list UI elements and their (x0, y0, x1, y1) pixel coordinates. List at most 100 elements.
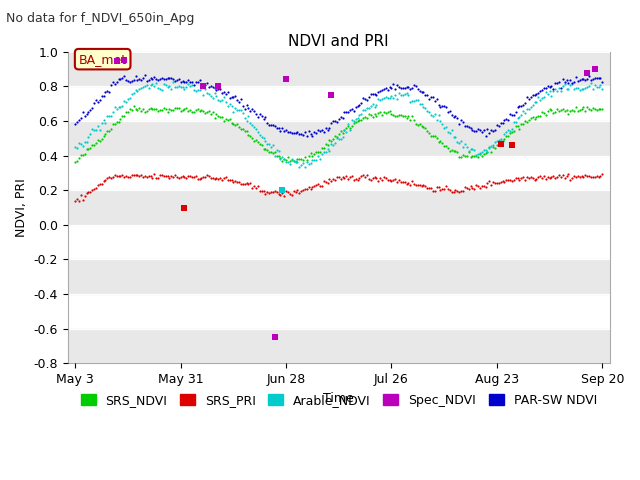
Point (371, 174, 381, 181)
Point (541, 111, 551, 119)
Point (170, 77, 180, 84)
Point (330, 176, 340, 184)
Point (305, 149, 316, 156)
Point (161, 105, 171, 112)
Point (493, 138, 504, 145)
Point (134, 172, 145, 180)
Point (554, 78, 564, 85)
Point (205, 174, 216, 181)
Point (179, 85, 189, 93)
Point (117, 102, 127, 110)
Point (584, 83, 594, 90)
Point (443, 185, 453, 192)
Point (379, 108, 389, 116)
Point (513, 114, 523, 122)
Point (396, 178, 406, 185)
Point (545, 83, 555, 90)
Point (72, 144, 83, 152)
Point (275, 154, 285, 162)
Point (505, 176, 515, 184)
Point (255, 140, 265, 147)
Point (573, 84, 583, 92)
Point (131, 72, 141, 80)
Point (529, 176, 540, 183)
Point (345, 173, 355, 181)
Point (328, 141, 339, 148)
Point (484, 129, 495, 137)
Point (439, 142, 449, 150)
Point (323, 141, 333, 149)
Point (328, 175, 339, 183)
Point (390, 112, 401, 120)
Point (597, 78, 607, 85)
Point (362, 105, 372, 112)
Point (141, 77, 152, 84)
Point (365, 90, 376, 98)
Point (451, 113, 461, 120)
Point (569, 85, 579, 93)
Point (483, 149, 493, 156)
Point (365, 102, 376, 110)
Point (303, 127, 314, 135)
Point (429, 110, 440, 118)
Point (385, 107, 395, 115)
Point (109, 103, 120, 110)
Point (580, 76, 591, 84)
Point (405, 116, 415, 123)
Point (177, 84, 188, 91)
Point (381, 93, 391, 101)
Point (189, 108, 199, 116)
Point (136, 107, 147, 114)
Point (247, 121, 257, 129)
Point (513, 123, 523, 131)
Point (397, 91, 408, 99)
Point (385, 94, 395, 102)
Point (392, 81, 403, 88)
Point (405, 85, 415, 93)
Point (179, 173, 189, 181)
Point (332, 173, 342, 181)
Point (179, 106, 189, 113)
Point (505, 129, 515, 137)
Point (371, 91, 381, 98)
Point (429, 132, 440, 139)
Point (99, 177, 109, 184)
Point (525, 114, 536, 122)
Point (407, 84, 417, 92)
Point (497, 137, 508, 144)
Point (420, 124, 431, 132)
Point (445, 107, 455, 115)
Point (503, 126, 513, 134)
Point (196, 84, 207, 92)
Point (275, 128, 285, 135)
Bar (68, 121, 610, 156)
Point (283, 188, 293, 196)
Point (100, 88, 111, 96)
Point (277, 157, 287, 165)
Point (501, 176, 511, 184)
Point (343, 120, 353, 128)
Point (349, 176, 359, 184)
Point (422, 184, 433, 192)
Point (323, 145, 333, 153)
Point (191, 78, 201, 85)
Point (163, 173, 173, 180)
Point (191, 88, 201, 96)
Point (76, 192, 86, 199)
Point (221, 173, 231, 181)
Point (550, 79, 561, 87)
Point (85, 189, 95, 196)
Point (597, 85, 607, 93)
Point (228, 120, 239, 128)
Point (102, 127, 113, 134)
Point (411, 96, 421, 104)
Point (285, 160, 295, 168)
Point (520, 99, 530, 107)
Point (106, 125, 116, 133)
Point (577, 75, 587, 83)
Point (138, 73, 148, 81)
Point (202, 89, 212, 96)
Point (577, 85, 587, 93)
Point (355, 101, 365, 109)
Point (236, 106, 246, 113)
